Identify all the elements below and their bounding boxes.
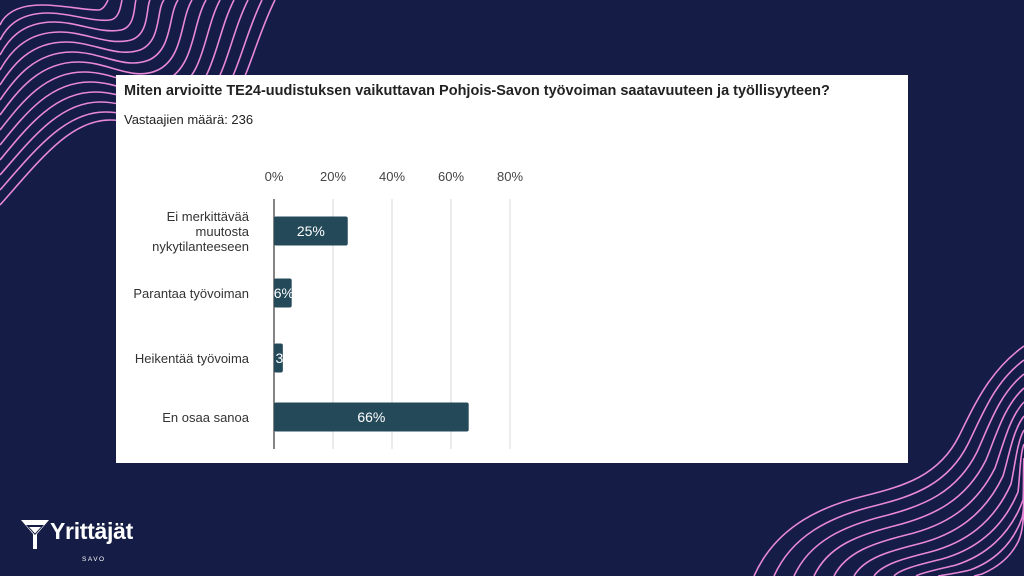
category-label: En osaa sanoa [162,410,250,425]
category-label: Parantaa työvoiman [133,286,249,301]
bar [274,402,469,432]
category-label: nykytilanteeseen [152,239,249,254]
bar-data-label: 25% [297,223,325,239]
logo-mark-icon [21,520,49,549]
category-label: Heikentää työvoima [135,351,250,366]
bar-data-label: 66% [357,409,385,425]
chart-title: Miten arvioitte TE24-uudistuksen vaikutt… [124,83,830,99]
category-label: muutosta [196,224,250,239]
bar [274,343,283,373]
decorative-contour-lines-bottom-right [753,345,1024,576]
x-tick-label: 80% [497,169,523,184]
x-tick-label: 20% [320,169,346,184]
category-label: Ei merkittävää [167,209,250,224]
bar [274,278,292,308]
x-tick-label: 0% [265,169,284,184]
bar-data-label: 6% [274,285,294,301]
brand-logo: Yrittäjät SAVO [20,516,160,566]
brand-name: Yrittäjät [50,518,133,544]
chart-subtitle: Vastaajien määrä: 236 [124,112,254,127]
bar [274,216,348,246]
bar-data-label: 3 [276,350,284,366]
brand-region: SAVO [82,556,106,563]
x-tick-label: 40% [379,169,405,184]
bar-chart: 0% 20% 40% 60% 80% 25% Ei merkittäväämuutostan… [133,169,523,449]
chart-card: Miten arvioitte TE24-uudistuksen vaikutt… [116,75,908,463]
x-tick-label: 60% [438,169,464,184]
